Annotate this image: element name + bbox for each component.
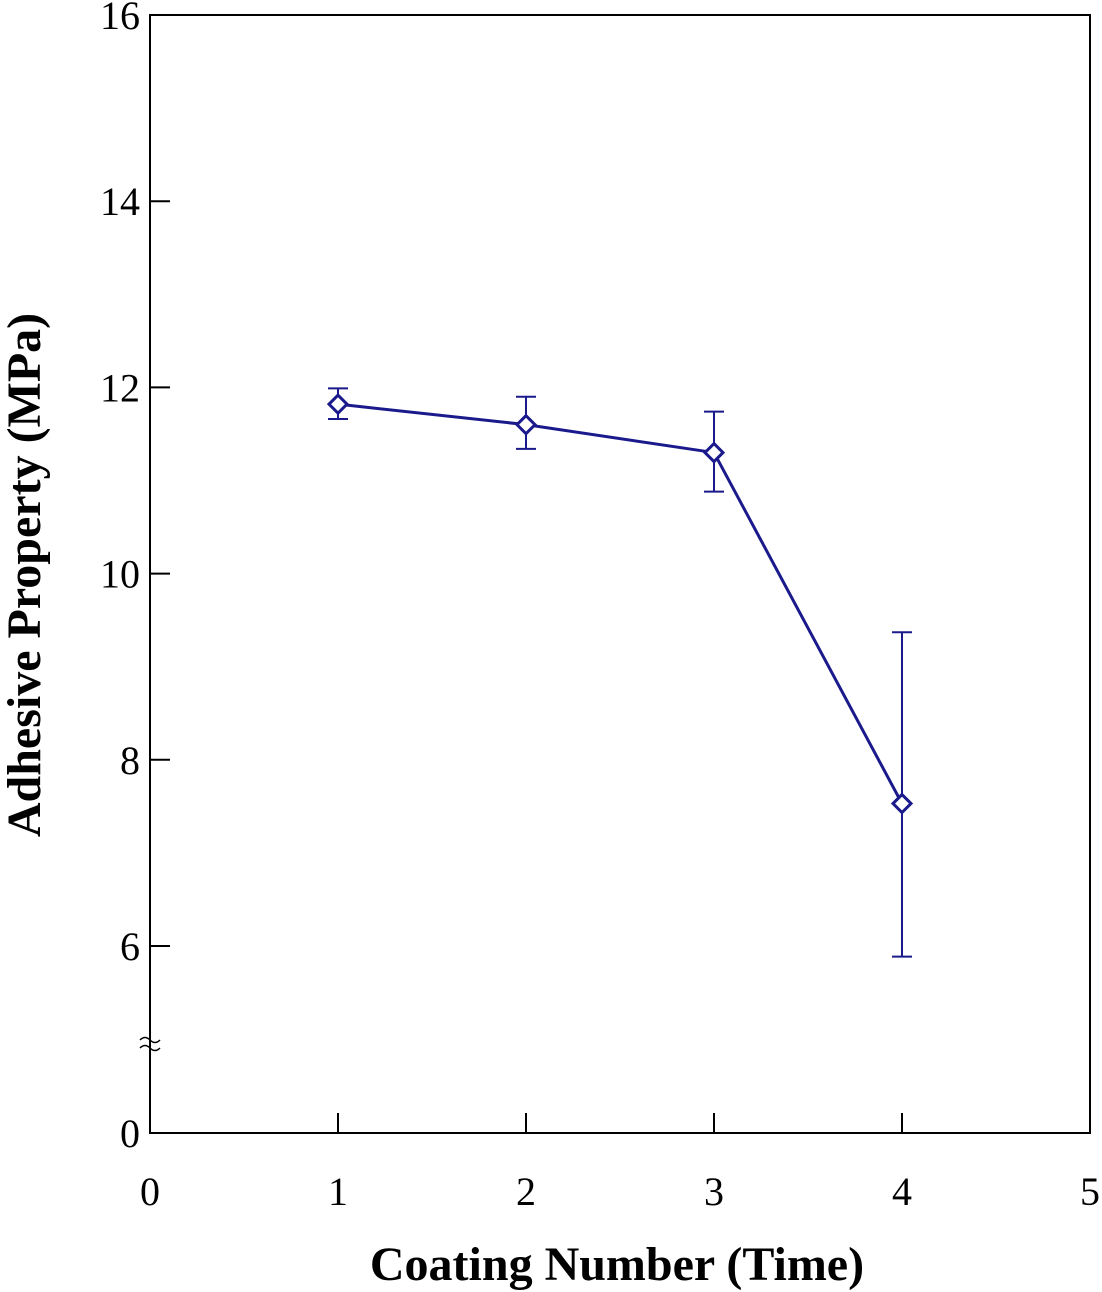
y-axis-title: Adhesive Property (MPa)	[0, 313, 51, 837]
data-point	[890, 792, 914, 815]
y-tick-label: 16	[100, 0, 140, 38]
x-axis-title: Coating Number (Time)	[370, 1238, 864, 1291]
data-series	[326, 387, 914, 958]
plot-frame	[149, 14, 1091, 1134]
series-line	[337, 402, 904, 805]
y-axis-break-mark	[139, 1036, 161, 1052]
y-tick-label: 8	[120, 738, 140, 783]
data-point	[326, 393, 350, 416]
x-tick-label: 2	[516, 1169, 536, 1214]
x-tick-label: 4	[892, 1169, 912, 1214]
y-tick-label: 14	[100, 179, 140, 224]
y-axis: 0 6 8 10 12 14 16	[100, 0, 170, 1156]
x-axis: 0 1 2 3 4 5	[140, 1113, 1100, 1214]
data-point	[514, 413, 538, 436]
x-tick-label: 3	[704, 1169, 724, 1214]
x-tick-label: 0	[140, 1169, 160, 1214]
y-tick-label: 10	[100, 552, 140, 597]
x-tick-label: 5	[1080, 1169, 1100, 1214]
y-tick-label: 6	[120, 924, 140, 969]
y-tick-label: 12	[100, 365, 140, 410]
x-tick-label: 1	[328, 1169, 348, 1214]
data-point	[702, 441, 726, 464]
y-tick-label: 0	[120, 1111, 140, 1156]
